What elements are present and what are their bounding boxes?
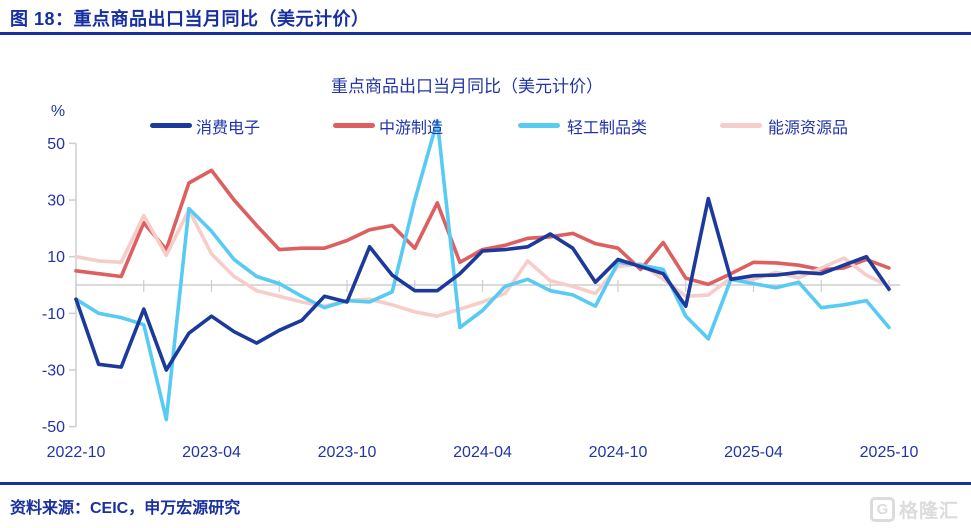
series-line-2: [74, 118, 891, 422]
data-source-note: 资料来源：CEIC，申万宏源研究: [10, 500, 241, 517]
y-axis-unit-label: %: [50, 103, 66, 120]
title-underline: [0, 32, 971, 35]
legend-item-consumer-electronics[interactable]: 消费电子: [150, 114, 300, 137]
series-line-0: [74, 196, 891, 372]
figure-title: 图 18：重点商品出口当月同比（美元计价）: [10, 9, 370, 29]
legend-item-light-industry[interactable]: 轻工制品类: [518, 114, 688, 137]
x-tick-label: 2023-10: [318, 444, 377, 461]
x-tick-label: 2024-10: [589, 444, 648, 461]
chart-title: 重点商品出口当月同比（美元计价）: [331, 77, 603, 96]
gelonghui-watermark: G 格隆汇: [869, 496, 959, 523]
series-line-3: [74, 208, 891, 319]
legend-label: 中游制造: [379, 120, 444, 137]
legend-swatch-light-industry: [518, 123, 560, 128]
y-tick-label: 30: [47, 193, 65, 210]
x-tick-label: 2025-04: [724, 444, 783, 461]
chart-legend: 消费电子 中游制造 轻工制品类 能源资源品: [0, 0, 971, 140]
y-tick-label: -50: [42, 419, 65, 436]
y-tick-label: -10: [42, 306, 65, 323]
gelonghui-logo-icon: G: [869, 497, 895, 522]
legend-label: 轻工制品类: [567, 120, 648, 137]
x-tick-label: 2025-10: [860, 444, 919, 461]
x-tick-label: 2023-04: [182, 444, 241, 461]
legend-label: 能源资源品: [768, 120, 849, 137]
legend-item-energy-resources[interactable]: 能源资源品: [720, 114, 890, 137]
x-tick-label: 2022-10: [47, 444, 106, 461]
legend-swatch-midstream-manufacturing: [333, 123, 375, 128]
legend-swatch-energy-resources: [720, 123, 762, 128]
y-tick-label: 10: [47, 249, 65, 266]
footer-rule: [0, 482, 971, 485]
y-tick-label: -30: [42, 362, 65, 379]
legend-label: 消费电子: [196, 120, 261, 137]
legend-swatch-consumer-electronics: [150, 123, 192, 128]
watermark-text: 格隆汇: [898, 501, 959, 522]
y-tick-label: 50: [47, 136, 65, 153]
legend-item-midstream-manufacturing[interactable]: 中游制造: [333, 114, 483, 137]
x-tick-label: 2024-04: [453, 444, 512, 461]
